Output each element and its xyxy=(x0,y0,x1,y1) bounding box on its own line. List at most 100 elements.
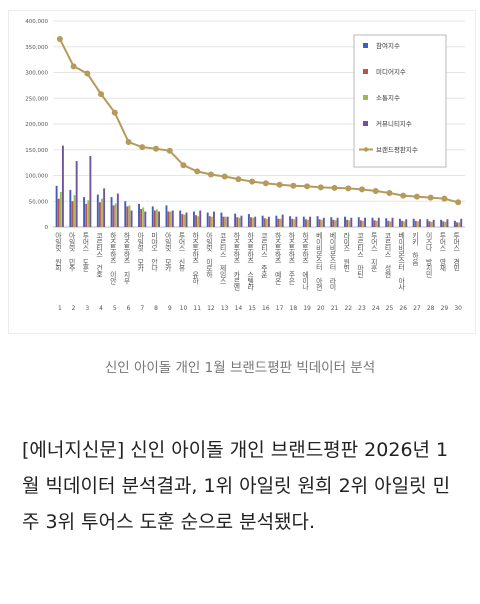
brand-index-point-4 xyxy=(98,91,105,98)
chart-caption: 신인 아이돌 개인 1월 브랜드평판 빅데이터 분석 xyxy=(104,360,376,376)
y-tick-label: 250,000 xyxy=(25,96,48,102)
x-category-label: 베이비몬스터 아현 xyxy=(314,231,322,291)
bar-3-11 xyxy=(197,216,200,227)
bar-1-29 xyxy=(440,219,443,227)
bar-1-9 xyxy=(165,205,168,227)
bar-2-9 xyxy=(167,211,170,227)
x-rank-label: 22 xyxy=(344,305,352,312)
legend-label: 커뮤니티지수 xyxy=(376,119,412,128)
legend-label: 참여지수 xyxy=(376,41,400,50)
bar-2-26 xyxy=(401,220,403,227)
bar-3-12 xyxy=(210,216,213,227)
brand-index-point-16 xyxy=(262,180,269,187)
x-rank-label: 8 xyxy=(154,305,158,312)
x-rank-label: 16 xyxy=(262,305,270,312)
x-category-label: 하츠투하츠 지우 xyxy=(122,231,130,285)
bar-1-18 xyxy=(289,216,292,227)
bar-1-11 xyxy=(193,211,195,227)
x-category-label: 아일릿 민주 xyxy=(67,231,75,273)
x-category-label: 하츠투하츠 스텔라 xyxy=(246,231,254,292)
bar-1-27 xyxy=(412,218,415,227)
x-category-label: 투어스 경민 xyxy=(452,232,460,272)
legend-swatch xyxy=(363,121,368,126)
bar-1-14 xyxy=(234,213,237,227)
brand-index-point-2 xyxy=(70,63,77,70)
bar-3-21 xyxy=(334,220,337,227)
bar-2-6 xyxy=(126,206,129,227)
bar-3-18 xyxy=(293,219,296,227)
bar-1-19 xyxy=(302,216,305,227)
x-rank-label: 28 xyxy=(427,305,435,312)
brand-index-point-28 xyxy=(427,194,434,201)
x-category-label: 미야오 안나 xyxy=(150,231,158,273)
x-category-labels: 아일릿 원희 아일릿 민주 투어스 도훈 코르티스 건호 하츠투하츠 이안 하츠투하츠 지… xyxy=(53,231,459,292)
x-category-label: 코르티스 건호 xyxy=(95,232,103,278)
bar-1-30 xyxy=(453,220,456,227)
bar-2-24 xyxy=(373,220,376,227)
bar-2-8 xyxy=(153,210,156,227)
brand-index-point-15 xyxy=(249,178,256,185)
bar-3-15 xyxy=(252,217,255,227)
brand-index-point-30 xyxy=(455,199,462,206)
x-rank-labels: 1 2 3 4 5 6 7 8 9 10 11 12 13 14 15 16 17 18 19 20 21 22 23 24 2… xyxy=(58,305,462,312)
brand-index-point-21 xyxy=(331,184,338,191)
bar-4-26 xyxy=(405,219,408,227)
bar-4-21 xyxy=(336,217,339,227)
y-tick-label: 300,000 xyxy=(25,71,48,77)
legend-label: 브랜드평판지수 xyxy=(376,145,418,154)
brand-index-point-6 xyxy=(125,139,132,146)
x-rank-label: 5 xyxy=(113,305,117,312)
legend-swatch xyxy=(363,43,368,48)
bar-1-22 xyxy=(344,216,346,227)
x-category-label: 아일릿 모카 xyxy=(136,231,144,273)
x-rank-label: 20 xyxy=(317,305,325,312)
bar-4-20 xyxy=(322,217,325,227)
legend-box xyxy=(353,34,447,168)
bar-4-4 xyxy=(103,188,106,227)
brand-index-point-14 xyxy=(235,176,242,183)
bar-2-2 xyxy=(71,201,74,227)
x-category-label: 하츠투하츠 카르멘 xyxy=(232,231,240,291)
y-tick-label: 150,000 xyxy=(25,148,48,154)
bar-3-5 xyxy=(114,203,117,227)
x-category-label: 투어스 도훈 xyxy=(81,232,89,272)
bar-1-20 xyxy=(316,216,319,227)
bar-2-20 xyxy=(318,219,321,227)
bar-4-2 xyxy=(75,161,78,227)
y-tick-label: 400,000 xyxy=(25,19,48,25)
bar-2-23 xyxy=(359,220,362,227)
brand-index-point-5 xyxy=(111,109,118,116)
legend-swatch xyxy=(363,69,368,74)
brand-index-point-18 xyxy=(290,182,297,189)
brand-index-point-10 xyxy=(180,162,187,169)
bar-4-19 xyxy=(309,216,312,227)
brand-index-point-29 xyxy=(441,195,448,202)
x-rank-label: 29 xyxy=(441,305,449,312)
bar-1-17 xyxy=(275,215,278,227)
bar-2-13 xyxy=(222,216,225,227)
bar-4-23 xyxy=(364,217,366,227)
x-rank-label: 24 xyxy=(372,305,380,312)
bar-4-30 xyxy=(460,218,463,227)
x-rank-label: 27 xyxy=(413,305,421,312)
bar-3-20 xyxy=(320,219,323,227)
bar-3-28 xyxy=(430,221,433,227)
x-category-label: 코르티스 주훈 xyxy=(259,232,267,278)
bar-3-22 xyxy=(348,220,351,227)
x-category-label: 투어스 영재 xyxy=(438,232,446,273)
x-category-label: 베이비몬스터 아사 xyxy=(397,231,405,292)
y-tick-labels: 400,000 350,000 300,000 250,000 200,000 150,0… xyxy=(25,19,48,231)
bar-2-12 xyxy=(208,216,211,227)
bar-1-5 xyxy=(110,197,113,227)
bar-2-10 xyxy=(181,214,184,227)
x-rank-label: 17 xyxy=(276,305,284,312)
bar-3-8 xyxy=(156,209,158,227)
bar-1-25 xyxy=(385,218,388,227)
bar-4-16 xyxy=(267,216,270,227)
bar-3-17 xyxy=(279,218,282,227)
bar-3-9 xyxy=(169,211,172,227)
chart-card: 400,000 350,000 300,000 250,000 200,000 150,0… xyxy=(8,10,476,334)
x-rank-label: 19 xyxy=(303,305,311,312)
brand-index-point-26 xyxy=(400,192,407,199)
